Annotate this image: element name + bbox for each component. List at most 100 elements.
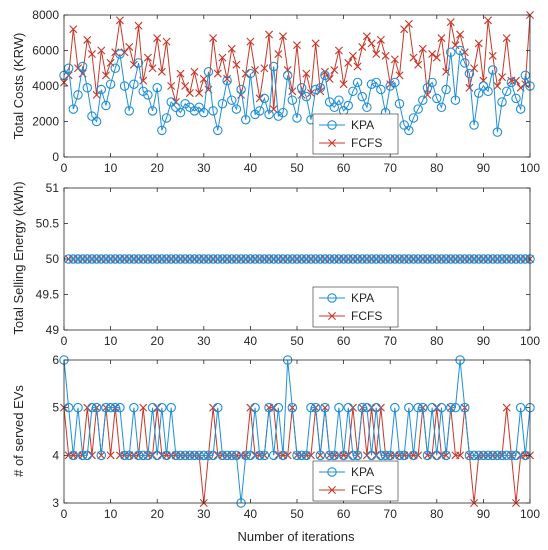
energy-kpa-point-32 xyxy=(213,254,223,264)
evs-kpa-point-88 xyxy=(469,450,479,461)
costs-fcfs-point-30 xyxy=(199,74,208,83)
costs-fcfs-point-12 xyxy=(115,16,124,25)
energy-legend-item-kpa: KPA xyxy=(319,291,374,305)
costs-fcfs-point-64 xyxy=(358,42,367,51)
costs-fcfs-point-20 xyxy=(153,34,162,43)
energy-kpa-point-62 xyxy=(352,254,363,264)
evs-x-tick-label: 40 xyxy=(244,507,258,521)
costs-kpa-point-15 xyxy=(129,79,139,89)
energy-x-tick-label: 10 xyxy=(104,334,118,348)
costs-kpa-point-81 xyxy=(436,102,447,113)
evs-kpa-point-8 xyxy=(96,450,107,461)
costs-fcfs-point-68 xyxy=(376,35,385,44)
evs-kpa-point-14 xyxy=(124,450,134,461)
energy-kpa-point-24 xyxy=(175,254,186,264)
evs-x-tick-label: 60 xyxy=(337,507,351,521)
evs-kpa-point-49 xyxy=(287,402,298,413)
energy-kpa-point-52 xyxy=(306,254,316,264)
energy-kpa-point-47 xyxy=(282,254,293,264)
costs-fcfs-point-93 xyxy=(493,82,502,90)
energy-kpa-point-31 xyxy=(208,254,218,264)
costs-fcfs-point-32 xyxy=(209,34,218,43)
costs-fcfs-point-52 xyxy=(302,69,311,78)
evs-kpa-point-31 xyxy=(203,450,214,461)
evs-kpa-point-6 xyxy=(87,402,97,413)
costs-kpa-point-45 xyxy=(268,61,279,72)
evs-kpa-point-7 xyxy=(91,402,102,413)
costs-legend-item-kpa: KPA xyxy=(319,118,374,132)
costs-fcfs-point-21 xyxy=(157,67,166,76)
evs-kpa-point-3 xyxy=(73,402,83,413)
costs-kpa-point-35 xyxy=(222,75,232,86)
costs-kpa-point-40 xyxy=(245,68,256,79)
costs-fcfs-point-22 xyxy=(162,37,171,46)
costs-kpa-point-80 xyxy=(432,93,442,104)
costs-fcfs-point-74 xyxy=(404,19,413,28)
costs-kpa-point-93 xyxy=(492,127,503,137)
energy-kpa-point-65 xyxy=(366,254,377,264)
costs-kpa-point-61 xyxy=(343,100,354,111)
energy-kpa-point-86 xyxy=(464,254,475,264)
evs-kpa-point-4 xyxy=(77,450,88,461)
costs-fcfs-point-9 xyxy=(101,71,110,80)
costs-fcfs-point-36 xyxy=(227,44,236,53)
energy-kpa-point-95 xyxy=(506,254,517,264)
costs-kpa-point-71 xyxy=(390,77,400,88)
costs-fcfs-point-34 xyxy=(218,53,227,62)
energy-y-tick-label: 50 xyxy=(46,252,60,266)
energy-kpa-point-82 xyxy=(446,254,456,264)
costs-kpa-point-18 xyxy=(143,90,153,100)
costs-kpa-point-68 xyxy=(376,84,386,95)
evs-kpa-point-20 xyxy=(152,450,162,461)
energy-kpa-point-10 xyxy=(110,254,121,264)
energy-kpa-point-93 xyxy=(497,254,507,264)
costs-x-tick-label: 10 xyxy=(104,161,118,175)
energy-kpa-point-54 xyxy=(315,254,326,264)
energy-x-tick-label: 90 xyxy=(477,334,491,348)
energy-kpa-point-49 xyxy=(292,254,302,264)
energy-kpa-point-39 xyxy=(245,254,256,264)
evs-legend: KPA FCFS xyxy=(312,460,399,502)
costs-fcfs-point-50 xyxy=(293,41,301,50)
costs-kpa-point-48 xyxy=(282,70,293,81)
x-axis-label: Number of iterations xyxy=(237,529,355,544)
energy-legend-marker-fcfs xyxy=(328,312,336,320)
costs-kpa-point-90 xyxy=(478,81,489,91)
costs-fcfs-point-44 xyxy=(265,30,274,39)
costs-fcfs-point-80 xyxy=(432,53,441,62)
evs-kpa-point-18 xyxy=(143,450,153,461)
evs-y-tick-label: 4 xyxy=(52,448,59,462)
costs-x-tick-label: 0 xyxy=(61,161,68,175)
evs-kpa-point-23 xyxy=(166,402,176,413)
evs-kpa-point-47 xyxy=(278,450,288,461)
evs-kpa-point-78 xyxy=(422,450,433,461)
energy-kpa-point-15 xyxy=(133,254,144,264)
energy-kpa-point-12 xyxy=(119,254,130,264)
costs-fcfs-point-75 xyxy=(409,53,418,62)
costs-x-tick-label: 20 xyxy=(151,161,165,175)
energy-kpa-point-48 xyxy=(287,254,298,264)
costs-fcfs-point-61 xyxy=(344,58,353,67)
costs-fcfs-point-46 xyxy=(274,50,283,59)
evs-series-kpa xyxy=(59,355,535,508)
evs-kpa-point-29 xyxy=(194,450,204,461)
evs-kpa-point-67 xyxy=(371,402,381,413)
evs-kpa-point-81 xyxy=(436,402,447,413)
costs-kpa-point-98 xyxy=(515,104,526,114)
evs-kpa-point-11 xyxy=(110,402,121,413)
costs-fcfs-point-63 xyxy=(353,62,362,71)
evs-kpa-point-54 xyxy=(310,402,321,413)
evs-x-tick-label: 50 xyxy=(290,507,304,521)
energy-kpa-point-57 xyxy=(329,254,340,264)
evs-x-tick-label: 90 xyxy=(477,507,491,521)
costs-kpa-point-66 xyxy=(366,79,377,89)
costs-fcfs-point-65 xyxy=(362,32,371,41)
costs-kpa-point-97 xyxy=(511,93,521,104)
energy-kpa-point-4 xyxy=(82,254,93,264)
costs-plot-area: 0 10 20 30 40 50 60 70 80 90 100 0 2000 4000 6000 8000 K… xyxy=(32,8,540,175)
energy-kpa-point-78 xyxy=(427,254,437,264)
costs-kpa-point-87 xyxy=(464,68,475,79)
energy-kpa-point-73 xyxy=(404,254,414,264)
evs-kpa-point-91 xyxy=(483,450,493,461)
